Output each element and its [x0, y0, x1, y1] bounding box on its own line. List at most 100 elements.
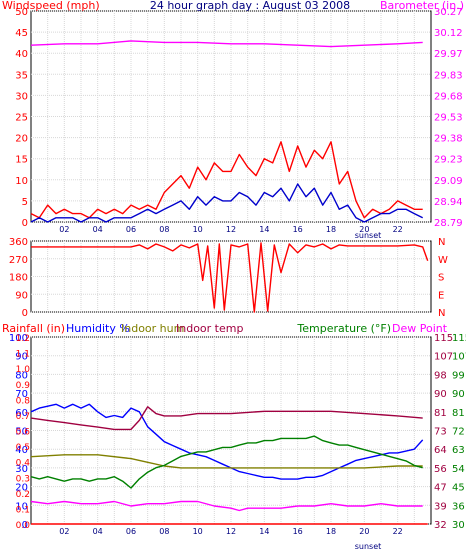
y-tick-label-temperature: 63 [452, 445, 465, 456]
x-tick-label: 18 [326, 527, 336, 536]
y-tick-label-rain: 0.6 [16, 428, 31, 438]
series-indoor-temp [30, 406, 423, 431]
y-tick-label-wind: 30 [15, 91, 28, 102]
y-tick-label-indoor-temp: 107 [434, 352, 453, 363]
y-tick-label-barometer: 28.94 [434, 197, 463, 208]
sunset-label-bottom: sunset [355, 542, 382, 551]
x-tick-label: 08 [159, 527, 169, 536]
x-tick-label: 02 [59, 225, 69, 234]
series-temperature [30, 435, 423, 489]
y-tick-label-compass: N [438, 308, 445, 319]
y-tick-label-indoor-temp: 32 [434, 520, 447, 531]
y-tick-label-temperature: 45 [452, 483, 465, 494]
y-tick-label-humidity: 80 [15, 370, 28, 381]
x-tick-label: 20 [359, 527, 369, 536]
x-tick-label: 04 [93, 527, 103, 536]
y-tick-label-barometer: 29.23 [434, 155, 463, 166]
series-barometer [30, 40, 423, 48]
y-tick-label-humidity: 70 [15, 389, 28, 400]
x-tick-label: 12 [226, 225, 236, 234]
y-tick-label-humidity: 10 [15, 501, 28, 512]
y-tick-label-wind: 10 [15, 176, 28, 187]
y-tick-label-wind: 40 [15, 49, 28, 60]
y-tick-label-humidity: 60 [15, 408, 28, 419]
x-tick-label: 02 [59, 527, 69, 536]
y-tick-label-direction: 0 [22, 308, 28, 319]
sunset-label-top: sunset [355, 231, 382, 240]
y-tick-label-indoor-temp: 115 [434, 333, 453, 344]
graph-title: 24 hour graph day : August 03 2008 [150, 0, 350, 12]
y-tick-label-rain: 0.1 [16, 505, 30, 515]
y-tick-label-wind: 35 [15, 70, 28, 81]
x-tick-label: 14 [259, 225, 269, 234]
y-tick-label-barometer: 29.83 [434, 70, 463, 81]
series-wind-avg [30, 183, 424, 223]
y-tick-label-temperature: 72 [452, 427, 465, 438]
y-tick-label-rain: 0.4 [16, 459, 31, 469]
series-wind-direction [31, 242, 429, 313]
x-tick-label: 16 [293, 527, 303, 536]
x-tick-label: 06 [126, 527, 136, 536]
y-tick-label-rain: 1.2 [16, 334, 30, 344]
y-tick-label-wind: 5 [22, 197, 28, 208]
humidity-label: Humidity % [66, 322, 130, 335]
x-tick-label: 20 [359, 225, 369, 234]
x-tick-label: 08 [159, 225, 169, 234]
y-tick-label-compass: E [438, 290, 444, 301]
y-tick-label-wind: 15 [15, 155, 28, 166]
y-tick-label-barometer: 29.53 [434, 113, 463, 124]
x-tick-label: 10 [193, 225, 203, 234]
y-tick-label-indoor-temp: 73 [434, 427, 447, 438]
y-tick-label-humidity: 20 [15, 483, 28, 494]
y-tick-label-wind: 20 [15, 134, 28, 145]
y-tick-label-rain: 0.2 [16, 490, 30, 500]
y-tick-label-rain: 1.1 [16, 350, 30, 360]
y-tick-label-direction: 180 [9, 273, 28, 284]
y-tick-label-humidity: 90 [15, 352, 28, 363]
y-tick-label-direction: 90 [15, 290, 28, 301]
x-tick-label: 16 [293, 225, 303, 234]
y-tick-label-indoor-temp: 90 [434, 389, 447, 400]
y-tick-label-compass: N [438, 237, 445, 248]
x-tick-label: 12 [226, 527, 236, 536]
series-indoor-hum [30, 454, 423, 469]
indoor-hum-label: Indoor hum [121, 322, 184, 335]
x-tick-label: 06 [126, 225, 136, 234]
y-tick-label-temperature: 36 [452, 501, 465, 512]
indoor-temp-label: Indoor temp [176, 322, 243, 335]
dewpoint-label: Dew Point [392, 322, 448, 335]
y-tick-label-indoor-temp: 47 [434, 483, 447, 494]
y-tick-label-humidity: 0 [22, 520, 28, 531]
y-tick-label-indoor-temp: 64 [434, 445, 447, 456]
x-tick-label: 10 [193, 527, 203, 536]
y-tick-label-direction: 360 [9, 237, 28, 248]
y-tick-label-indoor-temp: 98 [434, 370, 447, 381]
y-tick-label-wind: 25 [15, 113, 28, 124]
y-tick-label-temperature: 54 [452, 464, 465, 475]
y-tick-label-temperature: 81 [452, 408, 465, 419]
y-tick-label-indoor-temp: 81 [434, 408, 447, 419]
y-tick-label-barometer: 29.38 [434, 134, 463, 145]
barometer-label: Barometer (in.) [380, 0, 464, 12]
y-tick-label-rain: 0.5 [16, 443, 30, 453]
y-tick-label-rain: 1.0 [16, 365, 31, 375]
y-tick-label-temperature: 99 [452, 370, 465, 381]
series-wind-gust [30, 141, 423, 219]
x-tick-label: 22 [393, 225, 403, 234]
series-dew-point [30, 500, 423, 512]
y-tick-label-barometer: 30.27 [434, 7, 463, 18]
y-tick-label-indoor-temp: 39 [434, 501, 447, 512]
y-tick-label-barometer: 29.97 [434, 49, 463, 60]
y-tick-label-temperature: 90 [452, 389, 465, 400]
y-tick-label-indoor-temp: 56 [434, 464, 447, 475]
y-tick-label-rain: 0.0 [16, 521, 31, 531]
y-tick-label-compass: W [438, 255, 448, 266]
y-tick-label-barometer: 29.68 [434, 91, 463, 102]
y-tick-label-rain: 0.7 [16, 412, 30, 422]
y-tick-label-humidity: 50 [15, 427, 28, 438]
y-tick-label-humidity: 40 [15, 445, 28, 456]
y-tick-label-rain: 0.3 [16, 474, 30, 484]
x-tick-label: 04 [93, 225, 103, 234]
y-tick-label-temperature: 30 [452, 520, 465, 531]
